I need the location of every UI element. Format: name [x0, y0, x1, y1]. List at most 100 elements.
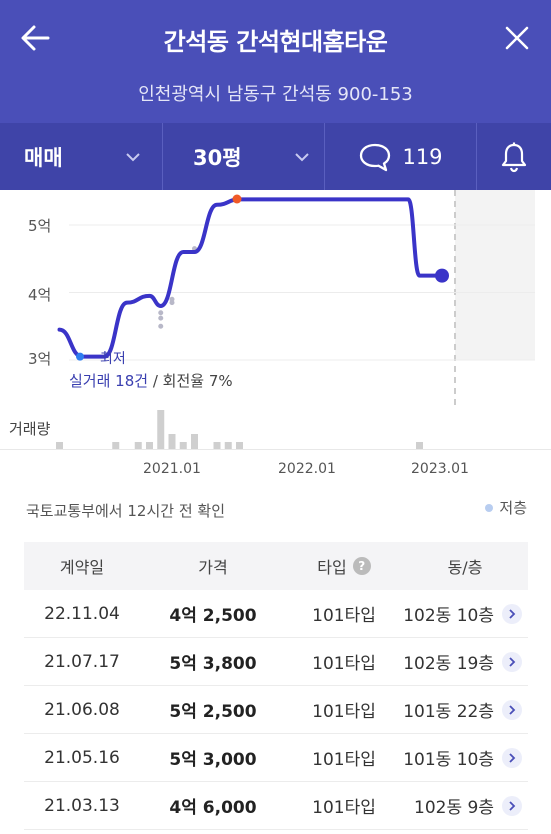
row-price: 5억 3,800: [169, 654, 257, 674]
source-note: 국토교통부에서 12시간 전 확인: [26, 502, 225, 520]
header: 간석동 간석현대홈타운 인천광역시 남동구 간석동 900-153 매매 30평…: [0, 0, 551, 190]
address: 인천광역시 남동구 간석동 900-153: [138, 84, 413, 105]
row-unit-label: 102동 9층: [414, 798, 494, 818]
x-tick-label: 2022.01: [278, 461, 336, 477]
row-unit: 102동 10층: [402, 601, 528, 626]
row-detail-button[interactable]: [502, 747, 522, 768]
close-button[interactable]: [501, 22, 533, 54]
volume-bar: [191, 434, 198, 450]
lowest-point: [76, 352, 84, 361]
trade-point: [169, 300, 175, 306]
lowest-label: 최저: [100, 351, 126, 367]
size-select[interactable]: 30평: [163, 123, 325, 190]
y-tick-label: 5억: [28, 217, 52, 235]
row-unit: 102동 19층: [402, 649, 528, 674]
header-type-label: 타입: [317, 558, 347, 577]
row-type: 101타입: [312, 750, 376, 770]
volume-label: 거래량: [9, 420, 51, 438]
help-icon[interactable]: ?: [352, 557, 371, 575]
row-unit: 101동 22층: [402, 697, 528, 722]
filter-bar: 매매 30평 119: [0, 123, 551, 190]
row-date: 21.06.08: [44, 699, 120, 720]
row-price: 5억 3,000: [169, 750, 257, 770]
row-unit-label: 102동 19층: [403, 654, 494, 674]
page-title: 간석동 간석현대홈타운: [163, 28, 388, 56]
close-icon: [505, 26, 529, 50]
chevron-right-icon: [509, 656, 516, 667]
y-tick-label: 3억: [28, 350, 52, 368]
volume-bar: [236, 442, 243, 450]
x-tick-label: 2021.01: [143, 461, 201, 477]
table-row[interactable]: 21.03.13 4억 6,000 101타입 102동 9층: [24, 782, 528, 830]
row-detail-button[interactable]: [502, 699, 522, 720]
row-detail-button[interactable]: [502, 651, 522, 672]
x-tick-label: 2023.01: [411, 461, 469, 477]
volume-bar: [179, 442, 187, 450]
arrow-left-icon: [21, 25, 50, 51]
header-unit: 동/층: [447, 558, 483, 577]
deal-type-select[interactable]: 매매: [0, 123, 163, 190]
row-date: 21.05.16: [44, 747, 120, 768]
legend: 저층: [485, 497, 527, 518]
header-price: 가격: [198, 558, 228, 577]
alert-button[interactable]: [477, 123, 551, 190]
row-price: 4억 6,000: [169, 798, 257, 818]
volume-bar: [157, 410, 165, 450]
row-date: 21.03.13: [44, 795, 120, 816]
row-type: 101타입: [312, 654, 376, 674]
row-unit-label: 101동 22층: [403, 702, 494, 722]
chevron-down-icon: [295, 153, 309, 162]
volume-bar: [134, 442, 142, 450]
row-unit-label: 102동 10층: [403, 606, 494, 626]
comments-button[interactable]: 119: [325, 123, 477, 190]
chat-bubble-icon: [360, 143, 391, 171]
price-chart-svg: [56, 190, 535, 450]
comments-count: 119: [402, 144, 443, 169]
row-type: 101타입: [312, 798, 376, 818]
latest-point: [435, 268, 449, 283]
volume-bar: [416, 442, 423, 450]
chevron-right-icon: [509, 800, 516, 811]
header-type: 타입?: [286, 554, 402, 578]
table-header: 계약일 가격 타입? 동/층: [24, 542, 528, 590]
table-row[interactable]: 21.06.08 5억 2,500 101타입 101동 22층: [24, 686, 528, 734]
chevron-right-icon: [509, 752, 516, 763]
volume-bar: [112, 442, 120, 450]
header-date: 계약일: [59, 558, 105, 577]
legend-dot-icon: [485, 503, 494, 512]
row-unit-label: 101동 10층: [403, 750, 494, 770]
table-row[interactable]: 21.05.16 5억 3,000 101타입 101동 10층: [24, 734, 528, 782]
chevron-right-icon: [509, 608, 516, 619]
divider: [0, 449, 551, 450]
trade-point: [158, 323, 164, 329]
size-label: 30평: [193, 145, 242, 170]
legend-label: 저층: [499, 499, 527, 517]
row-type: 101타입: [312, 702, 376, 722]
row-date: 21.07.17: [44, 651, 120, 672]
transaction-summary: 실거래 18건 / 회전율 7%: [69, 370, 233, 391]
transaction-count: 실거래 18건: [69, 372, 149, 390]
row-type: 101타입: [312, 606, 376, 626]
table-row[interactable]: 22.11.04 4억 2,500 101타입 102동 10층: [24, 590, 528, 638]
volume-bar: [56, 442, 63, 450]
price-line: [57, 197, 444, 359]
row-detail-button[interactable]: [502, 603, 522, 624]
row-unit: 101동 10층: [402, 745, 528, 770]
back-button[interactable]: [18, 22, 54, 54]
transactions-table: 계약일 가격 타입? 동/층 22.11.04 4억 2,500 101타입 102동…: [24, 542, 528, 830]
table-row[interactable]: 21.07.17 5억 3,800 101타입 102동 19층: [24, 638, 528, 686]
volume-bar: [224, 442, 232, 450]
future-region: [455, 190, 535, 360]
chevron-down-icon: [126, 153, 140, 162]
y-tick-label: 4억: [28, 286, 52, 304]
row-detail-button[interactable]: [502, 795, 522, 816]
chevron-right-icon: [509, 704, 516, 715]
volume-bar: [146, 442, 153, 450]
bell-icon: [501, 142, 527, 172]
max-point: [232, 194, 242, 204]
row-price: 5억 2,500: [169, 702, 257, 722]
volume-bar: [168, 434, 176, 450]
deal-type-label: 매매: [24, 145, 63, 170]
price-chart: 5억 4억 3억 최저 실거래 18건 / 회전율 7% 거래량 2021.01…: [0, 190, 551, 490]
row-unit: 102동 9층: [402, 793, 528, 818]
